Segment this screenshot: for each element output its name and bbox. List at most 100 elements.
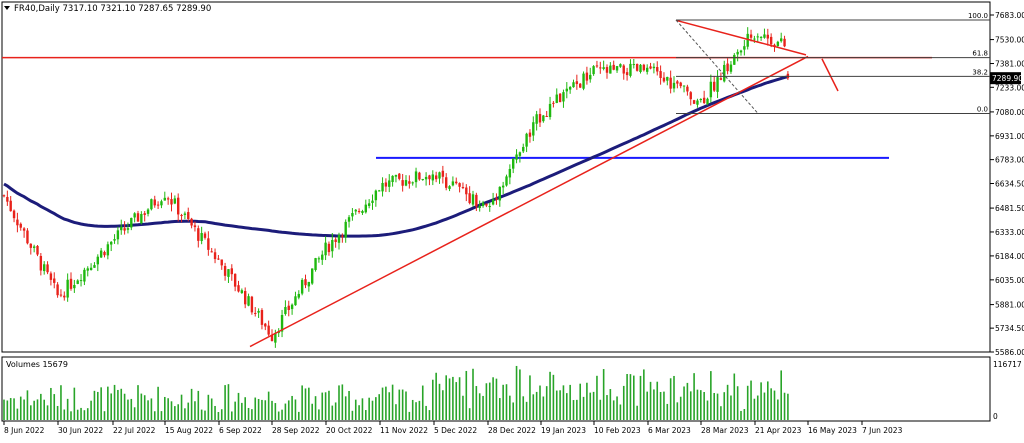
- candle-body: [19, 223, 22, 228]
- candle-body: [133, 213, 136, 218]
- y-tick-label: 6035.00: [995, 276, 1024, 285]
- candle-body: [699, 99, 702, 101]
- candle-body: [120, 226, 123, 231]
- candle-body: [471, 194, 475, 205]
- candle-body: [203, 233, 207, 238]
- candle-body: [374, 190, 378, 201]
- candle-body: [297, 293, 300, 298]
- x-tick-label: 7 Jun 2023: [862, 426, 903, 435]
- x-tick-label: 22 Jul 2022: [113, 426, 156, 435]
- chart-frame: [1, 1, 991, 422]
- candle-body: [414, 171, 418, 183]
- candle-body: [294, 296, 297, 306]
- candle-body: [381, 182, 384, 192]
- candle-body: [331, 239, 334, 252]
- fib-level-label: 100.0: [968, 12, 988, 20]
- candle-body: [421, 178, 424, 180]
- candle-body: [177, 197, 180, 215]
- candle-body: [465, 187, 468, 195]
- candle-body: [568, 87, 572, 90]
- candle-body: [163, 197, 166, 201]
- candle-body: [190, 218, 193, 226]
- candle-body: [357, 210, 361, 212]
- candle-body: [662, 77, 666, 82]
- candle-body: [337, 235, 341, 243]
- x-tick-label: 11 Nov 2022: [380, 426, 428, 435]
- candle-body: [411, 182, 414, 184]
- candle-body: [545, 116, 548, 118]
- candle-body: [692, 100, 696, 104]
- candle-body: [43, 264, 46, 272]
- current-price-label: 7289.90: [992, 74, 1023, 83]
- candle-body: [371, 200, 374, 203]
- candle-body: [491, 199, 495, 205]
- candle-body: [585, 72, 589, 81]
- candle-body: [93, 265, 96, 268]
- candle-body: [16, 219, 19, 226]
- candle-body: [702, 97, 706, 104]
- candle-body: [776, 41, 780, 47]
- candle-body: [445, 177, 448, 188]
- current-price-tag: [990, 72, 1021, 85]
- candle-body: [116, 230, 120, 240]
- candle-body: [723, 64, 726, 82]
- candle-body: [512, 158, 515, 169]
- candle-body: [187, 212, 190, 219]
- candle-body: [679, 82, 682, 87]
- candle-body: [367, 203, 371, 206]
- candle-body: [166, 198, 170, 200]
- candle-body: [625, 72, 629, 76]
- candle-body: [59, 294, 63, 296]
- candle-body: [29, 243, 32, 248]
- x-tick-label: 6 Mar 2023: [648, 426, 691, 435]
- candle-body: [398, 173, 401, 179]
- x-tick-label: 16 May 2023: [808, 426, 857, 435]
- x-tick-label: 8 Jun 2022: [4, 426, 45, 435]
- time-axis: 8 Jun 2022 30 Jun 2022 22 Jul 2022 15 Aug 2…: [3, 421, 903, 435]
- candle-body: [183, 213, 187, 215]
- candle-body: [63, 295, 66, 298]
- candle-body: [123, 228, 126, 231]
- y-tick-label: 6333.00: [995, 228, 1024, 237]
- x-tick-label: 28 Mar 2023: [701, 426, 749, 435]
- candle-body: [602, 67, 605, 69]
- candle-body: [592, 66, 595, 75]
- candle-body: [200, 233, 203, 242]
- candle-body: [535, 114, 538, 124]
- candle-body: [579, 83, 582, 88]
- y-tick-label: 5734.50: [995, 324, 1024, 333]
- candle-body: [461, 187, 465, 189]
- candle-body: [404, 180, 408, 186]
- candle-body: [729, 64, 733, 72]
- collapse-triangle-icon[interactable]: [4, 6, 10, 10]
- volume-tick-label: 0: [993, 412, 998, 421]
- candle-body: [676, 81, 679, 84]
- candle-body: [156, 204, 160, 206]
- candle-body: [193, 225, 197, 228]
- candle-body: [639, 64, 642, 73]
- candle-body: [572, 82, 575, 88]
- candle-body: [240, 290, 244, 294]
- volume-label: Volumes 15679: [6, 360, 68, 369]
- projection-arrow: [821, 58, 839, 92]
- candle-body: [244, 291, 247, 305]
- candle-body: [26, 230, 29, 244]
- candle-body: [424, 176, 428, 180]
- candle-body: [354, 209, 357, 212]
- y-tick-label: 5586.00: [995, 348, 1024, 357]
- candle-body: [270, 334, 274, 342]
- candle-body: [220, 259, 223, 266]
- candle-body: [89, 267, 93, 270]
- candle-body: [706, 98, 709, 104]
- candle-body: [66, 279, 69, 298]
- candle-body: [498, 186, 501, 201]
- candle-body: [140, 213, 143, 224]
- candle-body: [99, 250, 103, 258]
- candle-body: [682, 85, 686, 87]
- candle-body: [254, 312, 257, 314]
- x-tick-label: 5 Dec 2022: [434, 426, 477, 435]
- candle-body: [317, 258, 321, 260]
- candle-body: [642, 64, 646, 71]
- candle-body: [394, 175, 398, 177]
- candle-body: [351, 213, 354, 217]
